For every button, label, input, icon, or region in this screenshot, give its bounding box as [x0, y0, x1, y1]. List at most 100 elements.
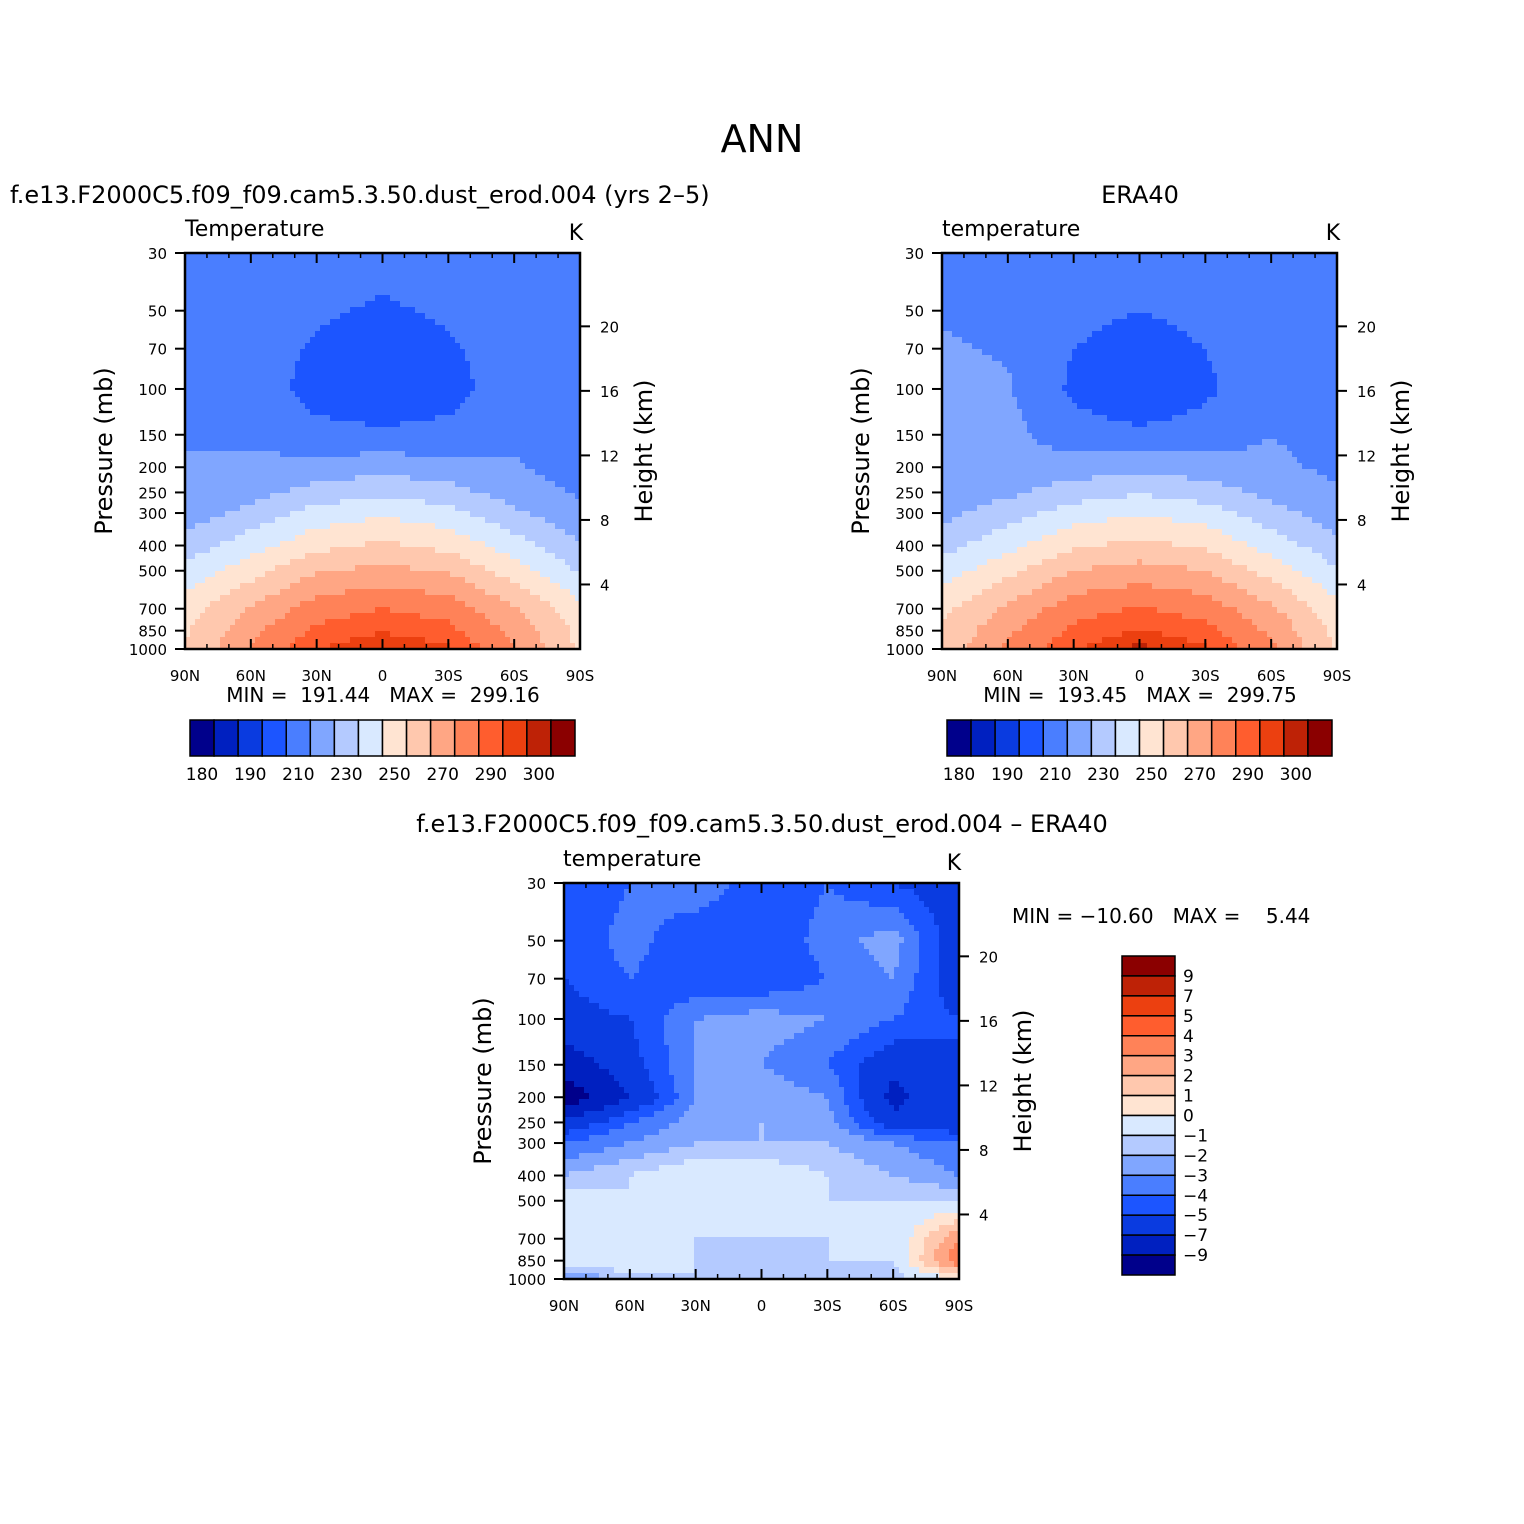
contour-cell — [385, 391, 391, 398]
contour-cell — [495, 391, 501, 398]
contour-cell — [405, 475, 411, 482]
contour-cell — [565, 613, 571, 620]
contour-cell — [460, 553, 466, 560]
contour-cell — [245, 619, 251, 626]
contour-cell — [395, 445, 401, 452]
contour-cell — [575, 439, 581, 446]
contour-cell — [275, 277, 281, 284]
contour-cell — [380, 361, 386, 368]
contour-cell — [450, 517, 456, 524]
contour-cell — [515, 367, 521, 374]
contour-cell — [530, 253, 536, 260]
contour-cell — [360, 529, 366, 536]
contour-cell — [385, 367, 391, 374]
contour-cell — [500, 385, 506, 392]
contour-cell — [460, 463, 466, 470]
contour-cell — [330, 403, 336, 410]
contour-cell — [285, 541, 291, 548]
contour-cell — [265, 313, 271, 320]
contour-cell — [260, 583, 266, 590]
contour-cell — [500, 403, 506, 410]
contour-cell — [285, 283, 291, 290]
contour-cell — [550, 421, 556, 428]
contour-cell — [205, 421, 211, 428]
contour-cell — [210, 307, 216, 314]
contour-cell — [215, 619, 221, 626]
contour-cell — [255, 253, 261, 260]
contour-cell — [295, 481, 301, 488]
contour-cell — [565, 307, 571, 314]
contour-cell — [490, 601, 496, 608]
contour-cell — [570, 541, 576, 548]
contour-cell — [515, 487, 521, 494]
contour-cell — [450, 385, 456, 392]
contour-cell — [435, 439, 441, 446]
contour-cell — [425, 403, 431, 410]
contour-cell — [220, 421, 226, 428]
contour-cell — [380, 601, 386, 608]
contour-cell — [340, 373, 346, 380]
contour-cell — [295, 319, 301, 326]
contour-cell — [520, 259, 526, 266]
contour-cell — [315, 481, 321, 488]
contour-cell — [305, 409, 311, 416]
contour-cell — [420, 343, 426, 350]
contour-cell — [445, 343, 451, 350]
contour-cell — [380, 289, 386, 296]
contour-cell — [555, 463, 561, 470]
contour-cell — [235, 601, 241, 608]
contour-cell — [335, 511, 341, 518]
contour-cell — [240, 307, 246, 314]
contour-cell — [365, 337, 371, 344]
contour-cell — [465, 289, 471, 296]
contour-cell — [465, 439, 471, 446]
contour-cell — [340, 391, 346, 398]
contour-cell — [305, 601, 311, 608]
contour-cell — [265, 541, 271, 548]
contour-cell — [485, 391, 491, 398]
contour-cell — [370, 523, 376, 530]
contour-cell — [390, 325, 396, 332]
contour-cell — [390, 433, 396, 440]
contour-cell — [410, 427, 416, 434]
contour-cell — [490, 547, 496, 554]
contour-cell — [530, 415, 536, 422]
contour-cell — [425, 511, 431, 518]
contour-cell — [350, 439, 356, 446]
contour-cell — [405, 403, 411, 410]
contour-cell — [475, 271, 481, 278]
contour-cell — [350, 331, 356, 338]
contour-cell — [420, 577, 426, 584]
contour-cell — [230, 511, 236, 518]
contour-cell — [560, 259, 566, 266]
contour-cell — [460, 607, 466, 614]
contour-cell — [185, 553, 191, 560]
contour-cell — [425, 259, 431, 266]
contour-cell — [395, 493, 401, 500]
contour-cell — [205, 487, 211, 494]
contour-cell — [535, 337, 541, 344]
contour-cell — [270, 433, 276, 440]
contour-cell — [315, 337, 321, 344]
contour-cell — [210, 607, 216, 614]
contour-cell — [185, 601, 191, 608]
contour-cell — [475, 319, 481, 326]
contour-cell — [410, 571, 416, 578]
contour-cell — [390, 421, 396, 428]
contour-cell — [515, 307, 521, 314]
contour-cell — [480, 271, 486, 278]
contour-cell — [235, 349, 241, 356]
contour-cell — [325, 427, 331, 434]
contour-cell — [480, 379, 486, 386]
contour-cell — [375, 433, 381, 440]
contour-cell — [515, 355, 521, 362]
contour-cell — [320, 529, 326, 536]
contour-cell — [390, 331, 396, 338]
contour-cell — [320, 445, 326, 452]
contour-cell — [515, 625, 521, 632]
contour-cell — [230, 613, 236, 620]
contour-cell — [250, 439, 256, 446]
contour-cell — [235, 439, 241, 446]
contour-cell — [225, 403, 231, 410]
contour-cell — [380, 559, 386, 566]
